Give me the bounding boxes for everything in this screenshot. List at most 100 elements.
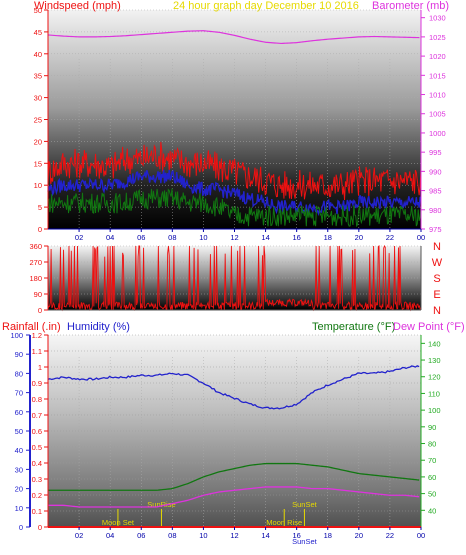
rain-x-tick-label: 06: [137, 531, 145, 540]
wind-tick-label: 25: [34, 116, 42, 125]
barometer-tick-label: 990: [429, 167, 442, 176]
rain-x-tick-label: 16: [292, 531, 300, 540]
rain-tick-label: 0.9: [32, 379, 42, 388]
wind-x-tick-label: 16: [292, 233, 300, 242]
barometer-title: Barometer (mb): [372, 0, 449, 12]
event-label: SunRise: [147, 500, 175, 509]
humidity-tick-label: 10: [15, 504, 23, 513]
direction-tick-label: 270: [29, 258, 42, 267]
humidity-tick-label: 20: [15, 485, 23, 494]
rain-x-tick-label: 14: [261, 531, 269, 540]
barometer-tick-label: 1025: [429, 33, 446, 42]
rain-tick-label: 0.4: [32, 459, 42, 468]
temperature-title: Temperature (°F): [312, 321, 395, 333]
compass-label: N: [433, 241, 441, 253]
wind-x-tick-label: 00: [417, 233, 425, 242]
rain-tick-label: 0.7: [32, 411, 42, 420]
dew-point-line: [48, 486, 420, 508]
wind-average-line: [47, 169, 422, 217]
rain-tick-label: 1.2: [32, 331, 42, 340]
compass-label: W: [432, 257, 443, 269]
humidity-tick-label: 50: [15, 427, 23, 436]
humidity-tick-label: 80: [15, 369, 23, 378]
temperature-tick-label: 50: [428, 490, 436, 499]
direction-tick-label: 180: [29, 274, 42, 283]
wind-speed-line: [47, 188, 422, 228]
temperature-tick-label: 130: [428, 356, 441, 365]
wind-direction-line: [47, 244, 421, 312]
rain-tick-label: 0.1: [32, 507, 42, 516]
wind-tick-label: 40: [34, 50, 42, 59]
rain-x-tick-label: 04: [106, 531, 114, 540]
sunset-bottom-label: SunSet: [292, 537, 318, 546]
rain-x-tick-label: 02: [75, 531, 83, 540]
wind-x-tick-label: 04: [106, 233, 114, 242]
wind-tick-label: 10: [34, 181, 42, 190]
temperature-tick-label: 80: [428, 440, 436, 449]
rainfall-title: Rainfall (.in): [2, 321, 61, 333]
temperature-tick-label: 40: [428, 506, 436, 515]
wind-x-tick-label: 08: [168, 233, 176, 242]
rain-x-tick-label: 08: [168, 531, 176, 540]
temperature-tick-label: 140: [428, 339, 441, 348]
barometer-tick-label: 1020: [429, 52, 446, 61]
humidity-tick-label: 100: [10, 331, 23, 340]
barometer-tick-label: 980: [429, 206, 442, 215]
rain-tick-label: 0.8: [32, 395, 42, 404]
direction-tick-label: 90: [34, 290, 42, 299]
humidity-tick-label: 40: [15, 446, 23, 455]
temperature-tick-label: 100: [428, 406, 441, 415]
compass-label: E: [433, 289, 440, 301]
event-label: SunSet: [292, 500, 318, 509]
rain-x-tick-label: 12: [230, 531, 238, 540]
humidity-tick-label: 30: [15, 465, 23, 474]
barometer-tick-label: 1000: [429, 129, 446, 138]
wind-tick-label: 50: [34, 6, 42, 15]
wind-x-tick-label: 06: [137, 233, 145, 242]
wind-x-tick-label: 02: [75, 233, 83, 242]
rain-x-tick-label: 10: [199, 531, 207, 540]
barometer-tick-label: 985: [429, 187, 442, 196]
barometer-tick-label: 1010: [429, 91, 446, 100]
humidity-title: Humidity (%): [67, 321, 130, 333]
humidity-tick-label: 60: [15, 408, 23, 417]
rain-tick-label: 0.3: [32, 475, 42, 484]
rain-tick-label: 1: [38, 363, 42, 372]
wind-gust-line: [47, 141, 422, 200]
wind-x-tick-label: 12: [230, 233, 238, 242]
direction-tick-label: 0: [38, 306, 42, 315]
wind-tick-label: 45: [34, 28, 42, 37]
rain-tick-label: 0.6: [32, 427, 42, 436]
rain-x-tick-label: 20: [355, 531, 363, 540]
wind-tick-label: 0: [38, 225, 42, 234]
graph-date-title: 24 hour graph day December 10 2016: [173, 0, 359, 12]
windspeed-title: Windspeed (mph): [34, 0, 121, 12]
temperature-line: [48, 462, 420, 491]
barometer-tick-label: 1015: [429, 71, 446, 80]
barometer-tick-label: 1030: [429, 14, 446, 23]
direction-tick-label: 360: [29, 242, 42, 251]
humidity-line: [47, 365, 420, 410]
temperature-tick-label: 110: [428, 389, 440, 398]
wind-tick-label: 30: [34, 94, 42, 103]
event-label: Moon Rise: [266, 518, 302, 527]
wind-x-tick-label: 18: [324, 233, 332, 242]
wind-tick-label: 35: [34, 72, 42, 81]
wind-x-tick-label: 10: [199, 233, 207, 242]
wind-x-tick-label: 20: [355, 233, 363, 242]
compass-label: S: [433, 273, 440, 285]
barometer-tick-label: 975: [429, 225, 442, 234]
wind-tick-label: 15: [34, 159, 42, 168]
wind-x-tick-label: 22: [386, 233, 394, 242]
temperature-tick-label: 90: [428, 423, 436, 432]
rain-tick-label: 0: [38, 523, 42, 532]
barometer-tick-label: 995: [429, 148, 442, 157]
rain-x-tick-label: 00: [417, 531, 425, 540]
barometer-line: [47, 30, 420, 45]
humidity-tick-label: 70: [15, 389, 23, 398]
dewpoint-title: Dew Point (°F): [393, 321, 465, 333]
wind-tick-label: 20: [34, 137, 42, 146]
barometer-tick-label: 1005: [429, 110, 446, 119]
humidity-tick-label: 90: [15, 350, 23, 359]
